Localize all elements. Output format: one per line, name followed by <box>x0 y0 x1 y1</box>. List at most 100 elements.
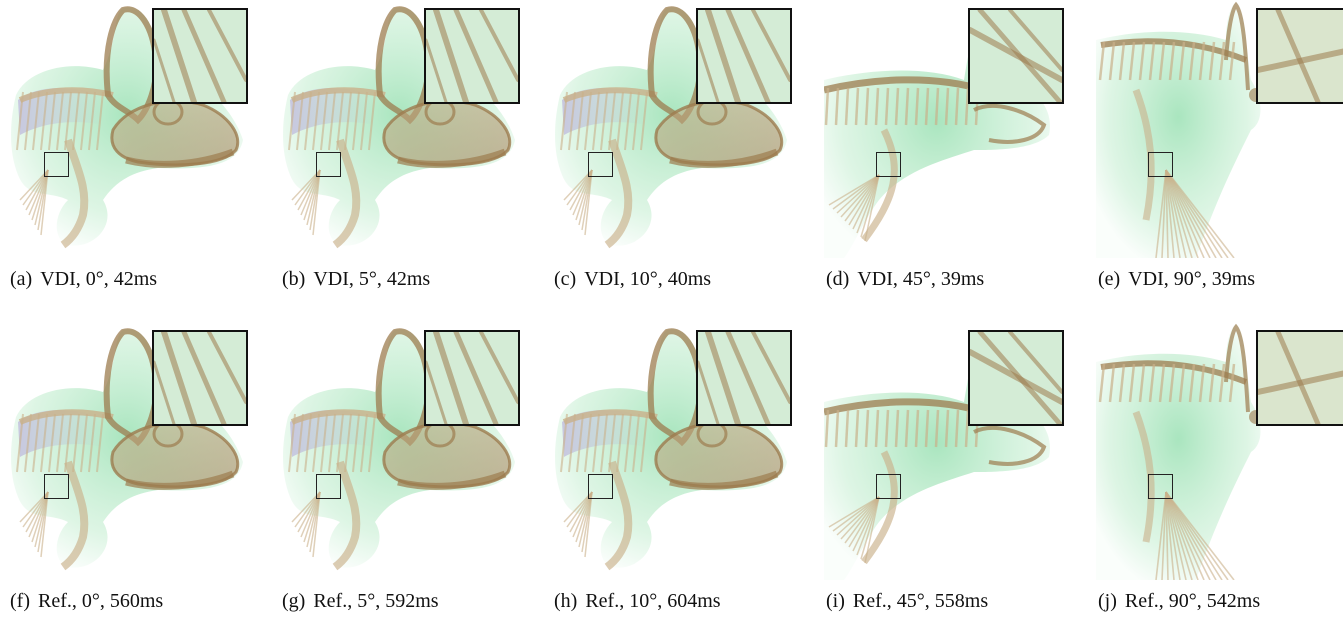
chameleon-render <box>824 322 1082 580</box>
caption-time: 42ms <box>386 268 431 290</box>
zoom-region-box <box>1148 152 1173 177</box>
chameleon-volume-render <box>555 328 787 571</box>
caption-tag: (c) <box>554 268 577 290</box>
zoom-region-box <box>876 474 901 499</box>
caption-time: 40ms <box>667 268 712 290</box>
zoom-inset <box>968 330 1064 426</box>
caption-method: Ref., <box>852 590 892 612</box>
panel-caption: (d) VDI, 45°, 39ms <box>824 266 1084 292</box>
figure-panel: (i) Ref., 45°, 558ms <box>824 322 1082 622</box>
chameleon-render <box>8 322 266 580</box>
figure-panel: (c) VDI, 10°, 40ms <box>552 0 810 300</box>
caption-time: 42ms <box>113 268 158 290</box>
panel-caption: (j) Ref., 90°, 542ms <box>1096 588 1343 614</box>
zoom-region-box <box>876 152 901 177</box>
chameleon-volume-render <box>283 6 515 249</box>
caption-angle: 5°, <box>357 590 381 612</box>
caption-method: VDI, <box>584 268 625 290</box>
caption-tag: (e) <box>1098 268 1121 290</box>
zoom-region-box <box>588 474 613 499</box>
caption-time: 39ms <box>940 268 985 290</box>
chameleon-volume-render <box>283 328 515 571</box>
caption-angle: 0°, <box>81 590 105 612</box>
caption-tag: (g) <box>282 590 306 612</box>
zoom-inset-detail <box>154 10 246 102</box>
figure-panel: (b) VDI, 5°, 42ms <box>280 0 538 300</box>
zoom-inset-detail <box>698 332 790 424</box>
zoom-inset-detail <box>426 332 518 424</box>
zoom-inset <box>424 8 520 104</box>
panel-caption: (h) Ref., 10°, 604ms <box>552 588 812 614</box>
zoom-inset <box>1256 8 1343 104</box>
panel-caption: (e) VDI, 90°, 39ms <box>1096 266 1343 292</box>
chameleon-render <box>8 0 266 258</box>
zoom-inset-detail <box>970 332 1062 424</box>
caption-time: 558ms <box>934 590 989 612</box>
zoom-region-box <box>588 152 613 177</box>
caption-angle: 45°, <box>902 268 936 290</box>
caption-tag: (h) <box>554 590 578 612</box>
caption-time: 39ms <box>1211 268 1256 290</box>
caption-time: 542ms <box>1206 590 1261 612</box>
chameleon-volume-render <box>11 6 243 249</box>
zoom-inset-detail <box>426 10 518 102</box>
panel-caption: (c) VDI, 10°, 40ms <box>552 266 812 292</box>
caption-time: 560ms <box>109 590 164 612</box>
zoom-inset-detail <box>1258 10 1343 102</box>
zoom-inset-detail <box>1258 332 1343 424</box>
caption-method: VDI, <box>313 268 354 290</box>
zoom-inset <box>696 330 792 426</box>
caption-time: 604ms <box>667 590 721 612</box>
caption-angle: 90°, <box>1173 268 1207 290</box>
chameleon-render <box>824 0 1082 258</box>
figure-panel: (e) VDI, 90°, 39ms <box>1096 0 1343 300</box>
figure-panel: (f) Ref., 0°, 560ms <box>8 322 266 622</box>
zoom-region-box <box>316 474 341 499</box>
panel-caption: (i) Ref., 45°, 558ms <box>824 588 1084 614</box>
zoom-inset-detail <box>698 10 790 102</box>
chameleon-volume-render <box>555 6 787 249</box>
chameleon-render <box>1096 0 1343 258</box>
zoom-inset <box>152 8 248 104</box>
caption-tag: (a) <box>10 268 33 290</box>
caption-method: Ref., <box>1124 590 1164 612</box>
caption-angle: 10°, <box>629 268 663 290</box>
caption-method: Ref., <box>37 590 77 612</box>
chameleon-volume-render <box>1096 323 1263 580</box>
zoom-region-box <box>1148 474 1173 499</box>
caption-tag: (j) <box>1098 590 1117 612</box>
caption-method: VDI, <box>40 268 81 290</box>
zoom-inset-detail <box>970 10 1062 102</box>
caption-angle: 5°, <box>358 268 382 290</box>
chameleon-render <box>552 322 810 580</box>
caption-tag: (d) <box>826 268 850 290</box>
caption-method: Ref., <box>585 590 625 612</box>
caption-angle: 0°, <box>85 268 109 290</box>
zoom-inset <box>968 8 1064 104</box>
chameleon-render <box>280 322 538 580</box>
zoom-region-box <box>44 152 69 177</box>
caption-time: 592ms <box>385 590 439 612</box>
panel-caption: (a) VDI, 0°, 42ms <box>8 266 268 292</box>
panel-caption: (f) Ref., 0°, 560ms <box>8 588 268 614</box>
zoom-region-box <box>316 152 341 177</box>
figure-panel: (j) Ref., 90°, 542ms <box>1096 322 1343 622</box>
figure-panel: (g) Ref., 5°, 592ms <box>280 322 538 622</box>
caption-angle: 90°, <box>1168 590 1202 612</box>
chameleon-render <box>552 0 810 258</box>
zoom-region-box <box>44 474 69 499</box>
zoom-inset <box>424 330 520 426</box>
zoom-inset <box>1256 330 1343 426</box>
caption-method: Ref., <box>313 590 353 612</box>
caption-tag: (i) <box>826 590 845 612</box>
chameleon-render <box>280 0 538 258</box>
chameleon-render <box>1096 322 1343 580</box>
caption-tag: (f) <box>10 590 30 612</box>
zoom-inset <box>152 330 248 426</box>
zoom-inset-detail <box>154 332 246 424</box>
figure-panel: (h) Ref., 10°, 604ms <box>552 322 810 622</box>
panel-caption: (g) Ref., 5°, 592ms <box>280 588 540 614</box>
panel-caption: (b) VDI, 5°, 42ms <box>280 266 540 292</box>
caption-tag: (b) <box>282 268 306 290</box>
